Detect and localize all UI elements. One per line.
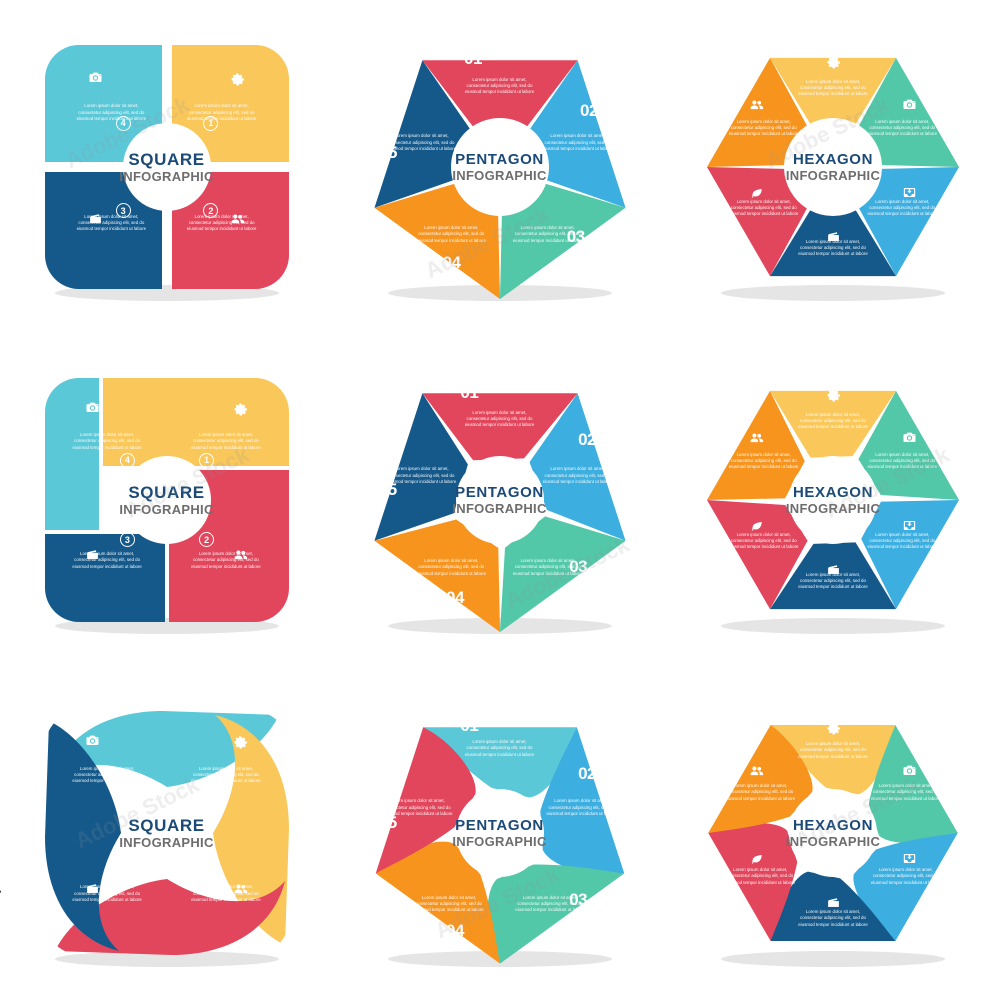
square-pinwheel-shape [44,377,289,634]
pentagon-pinwheel-shape [373,392,626,634]
figure-cell-hexagon-swirl: HEXAGON INFOGRAPHIC Lorem ipsum dolor sit… [666,666,1000,1000]
figure-cell-pentagon-swirl: PENTAGON INFOGRAPHIC Lorem ipsum dolor si… [333,666,666,1000]
figure-cell-square-swirl: SQUARE INFOGRAPHIC Lorem ipsum dolor sit … [0,666,333,1000]
figure-pentagon-pinwheel[interactable]: PENTAGON INFOGRAPHIC Lorem ipsum dolor si… [364,364,636,636]
figure-square-swirl[interactable]: SQUARE INFOGRAPHIC Lorem ipsum dolor sit … [31,697,303,969]
square-basic-shape [44,44,289,301]
figure-cell-pentagon-basic: PENTAGON INFOGRAPHIC Lorem ipsum dolor si… [333,0,666,333]
figure-hexagon-basic[interactable]: HEXAGON INFOGRAPHIC Lorem ipsum dolor sit… [697,31,969,303]
figure-cell-square-pinwheel: SQUARE INFOGRAPHIC Lorem ipsum dolor sit … [0,333,333,666]
figure-cell-pentagon-pinwheel: PENTAGON INFOGRAPHIC Lorem ipsum dolor si… [333,333,666,666]
figure-pentagon-swirl[interactable]: PENTAGON INFOGRAPHIC Lorem ipsum dolor si… [364,697,636,969]
figure-hexagon-pinwheel[interactable]: HEXAGON INFOGRAPHIC Lorem ipsum dolor sit… [697,364,969,636]
hexagon-pinwheel-shape [707,390,959,634]
figure-pentagon-basic[interactable]: PENTAGON INFOGRAPHIC Lorem ipsum dolor si… [364,31,636,303]
figure-square-pinwheel[interactable]: SQUARE INFOGRAPHIC Lorem ipsum dolor sit … [31,364,303,636]
hexagon-swirl-shape [708,724,958,967]
pentagon-swirl-shape [375,727,624,967]
figure-cell-square-basic: SQUARE INFOGRAPHIC Lorem ipsum dolor sit … [0,0,333,333]
figure-hexagon-swirl[interactable]: HEXAGON INFOGRAPHIC Lorem ipsum dolor sit… [697,697,969,969]
figure-cell-hexagon-basic: HEXAGON INFOGRAPHIC Lorem ipsum dolor sit… [666,0,1000,333]
hexagon-basic-shape [707,57,959,301]
figure-square-basic[interactable]: SQUARE INFOGRAPHIC Lorem ipsum dolor sit … [31,31,303,303]
square-swirl-shape [44,711,289,967]
figure-cell-hexagon-pinwheel: HEXAGON INFOGRAPHIC Lorem ipsum dolor sit… [666,333,1000,666]
pentagon-basic-shape [373,59,626,301]
